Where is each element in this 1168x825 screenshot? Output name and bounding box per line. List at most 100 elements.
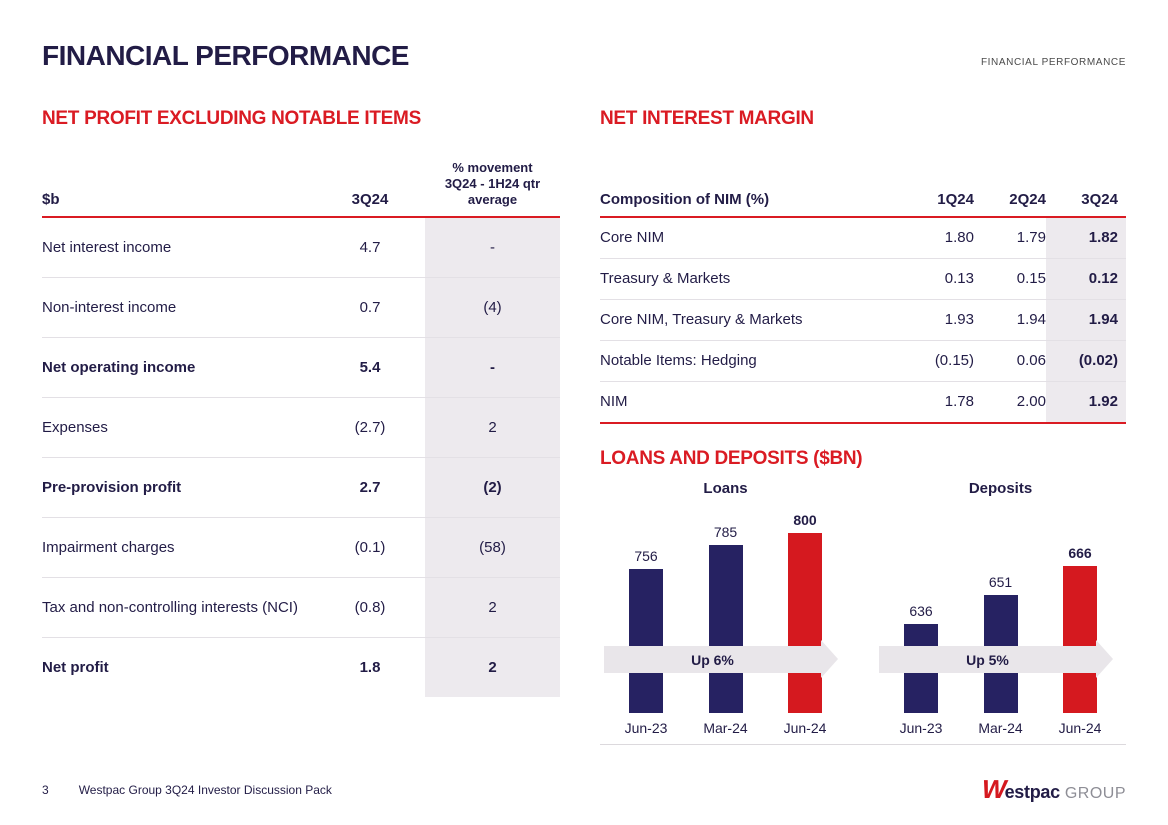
row-label: Core NIM, Treasury & Markets — [600, 311, 803, 328]
row-value-3q24: 5.4 — [359, 359, 381, 376]
table-row: Net profit 1.8 2 — [42, 638, 560, 697]
table-row: Notable Items: Hedging (0.15) 0.06 (0.02… — [600, 341, 1126, 382]
row-value-1q24: 0.13 — [944, 270, 974, 287]
nim-table: Composition of NIM (%) 1Q24 2Q24 3Q24 Co… — [600, 146, 1126, 424]
column-header-unit: $b — [42, 191, 60, 208]
bar-Jun-24: 800 — [773, 512, 837, 713]
row-value-movement: 2 — [425, 578, 560, 637]
loans-chart: Loans Up 6% 756 785 800 Jun-23 Mar-24 Jun-24 — [600, 480, 851, 736]
bar-Jun-24: 666 — [1048, 545, 1112, 713]
row-value-movement: (2) — [425, 458, 560, 517]
right-column: NET INTEREST MARGIN Composition of NIM (… — [600, 108, 1126, 745]
net-profit-section: NET PROFIT EXCLUDING NOTABLE ITEMS $b 3Q… — [42, 108, 560, 745]
column-header-1q24: 1Q24 — [937, 191, 974, 208]
bar-value-label: 651 — [988, 574, 1013, 590]
row-value-1q24: 1.93 — [944, 311, 974, 328]
row-value-3q24: 1.8 — [359, 659, 381, 676]
table-row: Net operating income 5.4 - — [42, 338, 560, 398]
x-axis-labels: Jun-23 Mar-24 Jun-24 — [600, 713, 851, 736]
westpac-logo: W estpac GROUP — [978, 774, 1126, 804]
row-value-3q24: 1.82 — [1046, 218, 1126, 258]
x-axis-label: Mar-24 — [978, 720, 1023, 736]
bar-value-label: 756 — [634, 548, 658, 564]
page-number: 3 — [42, 782, 49, 797]
table-header-row: Composition of NIM (%) 1Q24 2Q24 3Q24 — [600, 146, 1126, 218]
arrow-label: Up 5% — [966, 651, 1009, 668]
slide-header: FINANCIAL PERFORMANCE FINANCIAL PERFORMA… — [42, 40, 1126, 72]
charts-row: Loans Up 6% 756 785 800 Jun-23 Mar-24 Jun-24… — [600, 480, 1126, 745]
row-label: Non-interest income — [42, 299, 177, 316]
bar-value-label: 666 — [1068, 545, 1092, 561]
bar-value-label: 785 — [713, 524, 738, 540]
table-row: Pre-provision profit 2.7 (2) — [42, 458, 560, 518]
row-value-3q24: (0.02) — [1046, 341, 1126, 381]
chart-title: Loans — [703, 480, 748, 497]
x-axis-label: Jun-24 — [783, 720, 827, 736]
bar-value-label: 636 — [909, 603, 933, 619]
table-row: Net interest income 4.7 - — [42, 218, 560, 278]
nim-heading: NET INTEREST MARGIN — [600, 108, 814, 129]
arrow-label: Up 6% — [691, 651, 734, 668]
row-label: Impairment charges — [42, 539, 175, 556]
table-row: Expenses (2.7) 2 — [42, 398, 560, 458]
x-axis-label: Mar-24 — [703, 720, 748, 736]
table-row: Non-interest income 0.7 (4) — [42, 278, 560, 338]
logo-suffix: GROUP — [1064, 785, 1126, 802]
row-label: Notable Items: Hedging — [600, 352, 757, 369]
row-label: Net interest income — [42, 239, 172, 256]
row-value-2q24: 0.15 — [1016, 270, 1046, 287]
up-arrow: Up 5% — [879, 640, 1113, 678]
table-row: Tax and non-controlling interests (NCI) … — [42, 578, 560, 638]
row-label: Expenses — [42, 419, 108, 436]
deposits-bars: Up 5% 636 651 666 — [875, 503, 1126, 713]
column-header-composition: Composition of NIM (%) — [600, 191, 770, 208]
net-profit-heading: NET PROFIT EXCLUDING NOTABLE ITEMS — [42, 108, 421, 129]
row-value-movement: (58) — [425, 518, 560, 577]
column-header-3q24: 3Q24 — [351, 191, 389, 208]
bar-Jun-23: 756 — [614, 548, 678, 713]
bar — [708, 545, 743, 713]
row-value-3q24: (2.7) — [354, 419, 386, 436]
row-label: Net profit — [42, 659, 109, 676]
row-value-1q24: 1.78 — [944, 393, 974, 410]
row-label: Pre-provision profit — [42, 479, 182, 496]
row-value-movement: - — [425, 338, 560, 397]
westpac-w-icon: W — [978, 774, 1010, 804]
x-axis-labels: Jun-23 Mar-24 Jun-24 — [875, 713, 1126, 736]
row-value-movement: 2 — [425, 638, 560, 697]
table-row: Impairment charges (0.1) (58) — [42, 518, 560, 578]
row-value-movement: 2 — [425, 398, 560, 457]
main-content: NET PROFIT EXCLUDING NOTABLE ITEMS $b 3Q… — [42, 108, 1126, 745]
row-label: Net operating income — [42, 359, 196, 376]
footer-source: Westpac Group 3Q24 Investor Discussion P… — [78, 782, 332, 797]
up-arrow: Up 6% — [604, 640, 838, 678]
chart-title: Deposits — [968, 480, 1033, 497]
row-value-3q24: 1.94 — [1046, 300, 1126, 340]
table-row: Treasury & Markets 0.13 0.15 0.12 — [600, 259, 1126, 300]
column-header-movement: % movement 3Q24 - 1H24 qtr average — [444, 160, 541, 207]
row-value-1q24: (0.15) — [934, 352, 974, 369]
row-value-2q24: 2.00 — [1016, 393, 1046, 410]
table-header-row: $b 3Q24 % movement 3Q24 - 1H24 qtr avera… — [42, 146, 560, 218]
page-title: FINANCIAL PERFORMANCE — [42, 40, 409, 71]
row-value-3q24: 0.7 — [359, 299, 381, 316]
row-value-3q24: 2.7 — [359, 479, 381, 496]
bar — [1063, 566, 1097, 713]
row-value-3q24: 0.12 — [1046, 259, 1126, 299]
row-value-2q24: 0.06 — [1016, 352, 1046, 369]
slide-footer: 3 Westpac Group 3Q24 Investor Discussion… — [42, 774, 1126, 804]
footer-left: 3 Westpac Group 3Q24 Investor Discussion… — [42, 783, 332, 797]
bar-Mar-24: 785 — [694, 524, 758, 713]
x-axis-label: Jun-23 — [624, 720, 668, 736]
row-value-3q24: 1.92 — [1046, 382, 1126, 422]
row-value-2q24: 1.79 — [1016, 229, 1046, 246]
row-value-3q24: (0.1) — [354, 539, 386, 556]
row-value-movement: - — [425, 218, 560, 277]
bar — [629, 569, 663, 713]
column-header-2q24: 2Q24 — [1009, 191, 1046, 208]
loans-bars: Up 6% 756 785 800 — [600, 503, 851, 713]
net-profit-table: $b 3Q24 % movement 3Q24 - 1H24 qtr avera… — [42, 146, 560, 697]
x-axis-label: Jun-23 — [899, 720, 943, 736]
header-section-label: FINANCIAL PERFORMANCE — [980, 57, 1126, 68]
